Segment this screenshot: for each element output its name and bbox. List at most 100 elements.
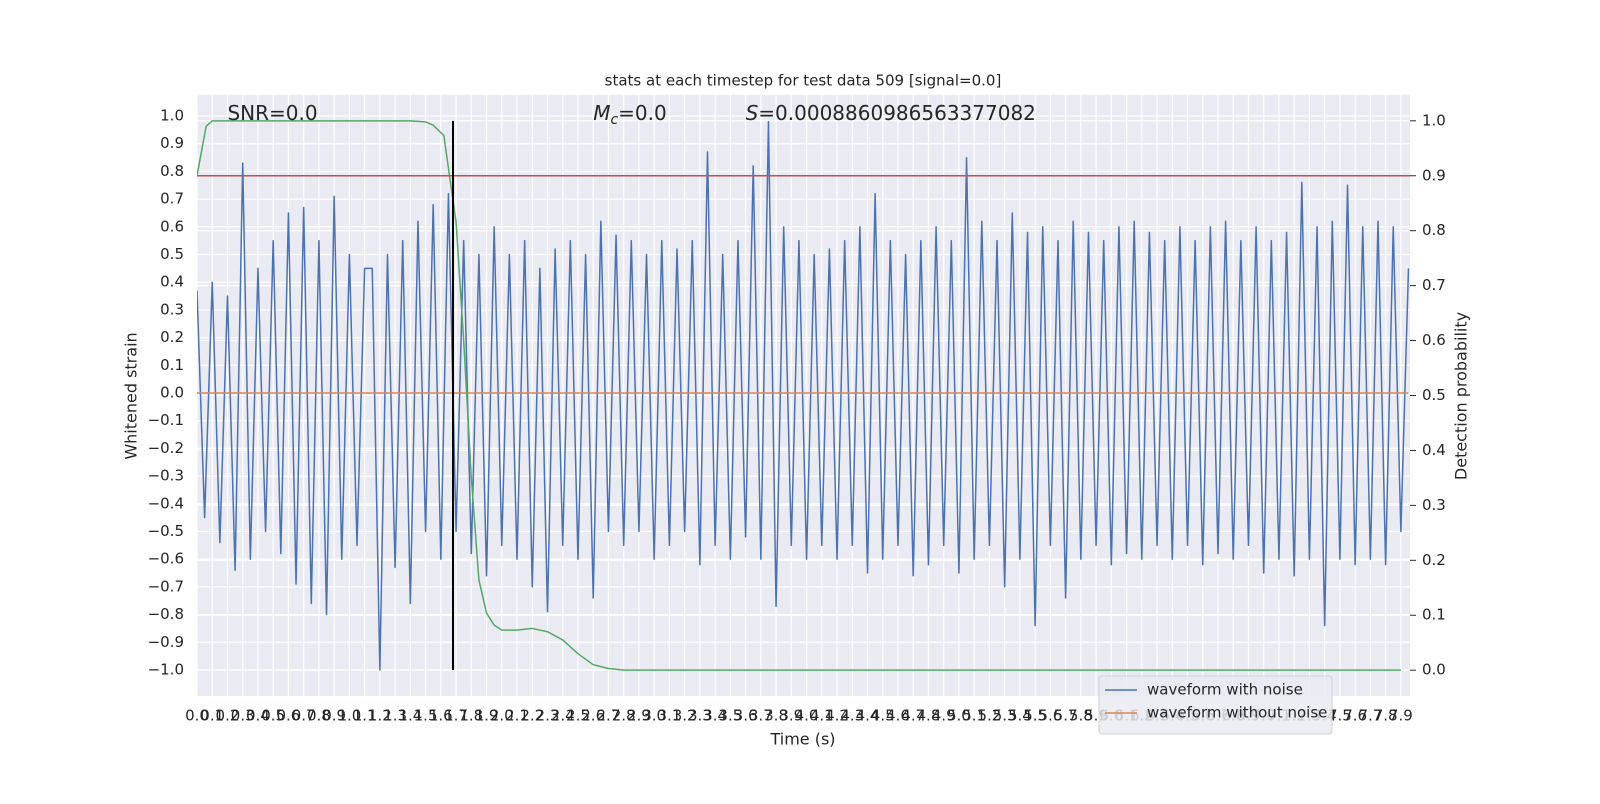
marks [197,120,1410,671]
x-tick-label: 5.8 [1069,707,1093,725]
x-tick-label: 0.5 [261,707,285,725]
x-tick-label: 1.9 [475,707,499,725]
y2-tick-label: 0.8 [1422,221,1446,239]
x-tick-label: 0.6 [277,707,301,725]
x-tick-label: 2.2 [520,707,544,725]
x-tick-label: 7.8 [1374,707,1398,725]
chart-title: stats at each timestep for test data 509… [605,72,1002,90]
annotation-subscript: c [610,112,618,128]
y-tick-label: −0.7 [148,577,184,595]
y-tick-label: 1.0 [160,107,184,125]
y-tick-label: 0.8 [160,162,184,180]
x-tick-label: 0.7 [292,707,316,725]
y2-tick-label: 0.9 [1422,166,1446,184]
y2-tick-label: 0.6 [1422,331,1446,349]
x-tick-label: 4.3 [840,707,864,725]
x-tick-label: 4.4 [856,707,880,725]
x-tick-label: 5.5 [1023,707,1047,725]
x-tick-label: 0.2 [216,707,240,725]
x-tick-label: 3.3 [688,707,712,725]
y2-tick-label: 0.7 [1422,276,1446,294]
x-tick-label: 4.9 [932,707,956,725]
y-tick-label: 0.2 [160,328,184,346]
annotation: SNR=0.0 [227,101,317,125]
legend-box [1098,675,1333,735]
x-tick-label: 1.8 [459,707,483,725]
legend-label: waveform with noise [1147,681,1303,699]
y-tick-label: 0.1 [160,356,184,374]
x-tick-label: 3.6 [734,707,758,725]
x-axis-label: Time (s) [769,730,835,749]
x-tick-label: 5.6 [1038,707,1062,725]
y2-tick-label: 0.5 [1422,386,1446,404]
x-tick-label: 7.9 [1389,707,1413,725]
x-tick-label: 3.4 [703,707,727,725]
x-tick-label: 4.8 [917,707,941,725]
y-tick-label: 0.6 [160,217,184,235]
x-tick-label: 3.8 [764,707,788,725]
x-tick-label: 2.8 [612,707,636,725]
y2-tick-label: 1.0 [1422,111,1446,129]
y-tick-label: −0.8 [148,605,184,623]
x-tick-label: 1.1 [353,707,377,725]
y2-tick-label: 0.2 [1422,551,1446,569]
x-tick-label: 3.0 [642,707,666,725]
x-tick-label: 1.3 [383,707,407,725]
y-tick-label: 0.0 [160,384,184,402]
x-tick-label: 1.5 [414,707,438,725]
x-tick-label: 3.5 [718,707,742,725]
x-tick-label: 1.4 [398,707,422,725]
x-tick-label: 0.9 [322,707,346,725]
y2-tick-label: 0.4 [1422,441,1446,459]
x-tick-label: 2.9 [627,707,651,725]
y-tick-label: −0.5 [148,522,184,540]
x-tick-label: 2.4 [551,707,575,725]
x-tick-label: 5.7 [1054,707,1078,725]
y2-axis-label: Detection probability [1452,312,1471,480]
x-tick-label: 0.0 [185,707,209,725]
annotation-symbol: S [746,101,759,125]
series-line [197,120,1410,671]
x-tick-label: 1.0 [337,707,361,725]
annotation-text: =0.0 [618,101,667,125]
y-tick-label: −0.2 [148,439,184,457]
y-tick-label: −0.9 [148,633,184,651]
y-tick-label: 0.5 [160,245,184,263]
annotation: Mc=0.0 [593,101,667,129]
y-tick-label: 0.9 [160,134,184,152]
series-line [197,120,1401,671]
x-tick-label: 1.2 [368,707,392,725]
x-tick-label: 5.3 [993,707,1017,725]
x-tick-label: 2.0 [490,707,514,725]
annotation-text: SNR=0.0 [227,101,317,125]
x-tick-label: 7.6 [1343,707,1367,725]
x-tick-label: 1.7 [444,707,468,725]
x-tick-label: 4.6 [886,707,910,725]
x-tick-label: 1.6 [429,707,453,725]
x-tick-label: 0.1 [200,707,224,725]
x-tick-label: 2.7 [597,707,621,725]
x-tick-label: 4.7 [901,707,925,725]
x-tick-label: 3.1 [657,707,681,725]
x-tick-label: 2.3 [536,707,560,725]
x-tick-label: 5.2 [977,707,1001,725]
x-tick-label: 3.9 [779,707,803,725]
y-tick-label: −0.3 [148,467,184,485]
x-tick-label: 4.5 [871,707,895,725]
x-tick-label: 3.2 [673,707,697,725]
x-tick-label: 4.2 [825,707,849,725]
x-tick-label: 7.7 [1358,707,1382,725]
x-tick-label: 4.0 [795,707,819,725]
y2-tick-label: 0.3 [1422,496,1446,514]
y-tick-label: −0.6 [148,550,184,568]
y-axis-label: Whitened strain [122,332,141,459]
y-tick-label: −1.0 [148,660,184,678]
x-tick-label: 0.8 [307,707,331,725]
x-tick-label: 2.1 [505,707,529,725]
y2-tick-label: 0.0 [1422,661,1446,679]
x-tick-label: 2.5 [566,707,590,725]
x-tick-label: 0.4 [246,707,270,725]
x-tick-label: 5.0 [947,707,971,725]
x-tick-label: 0.3 [231,707,255,725]
